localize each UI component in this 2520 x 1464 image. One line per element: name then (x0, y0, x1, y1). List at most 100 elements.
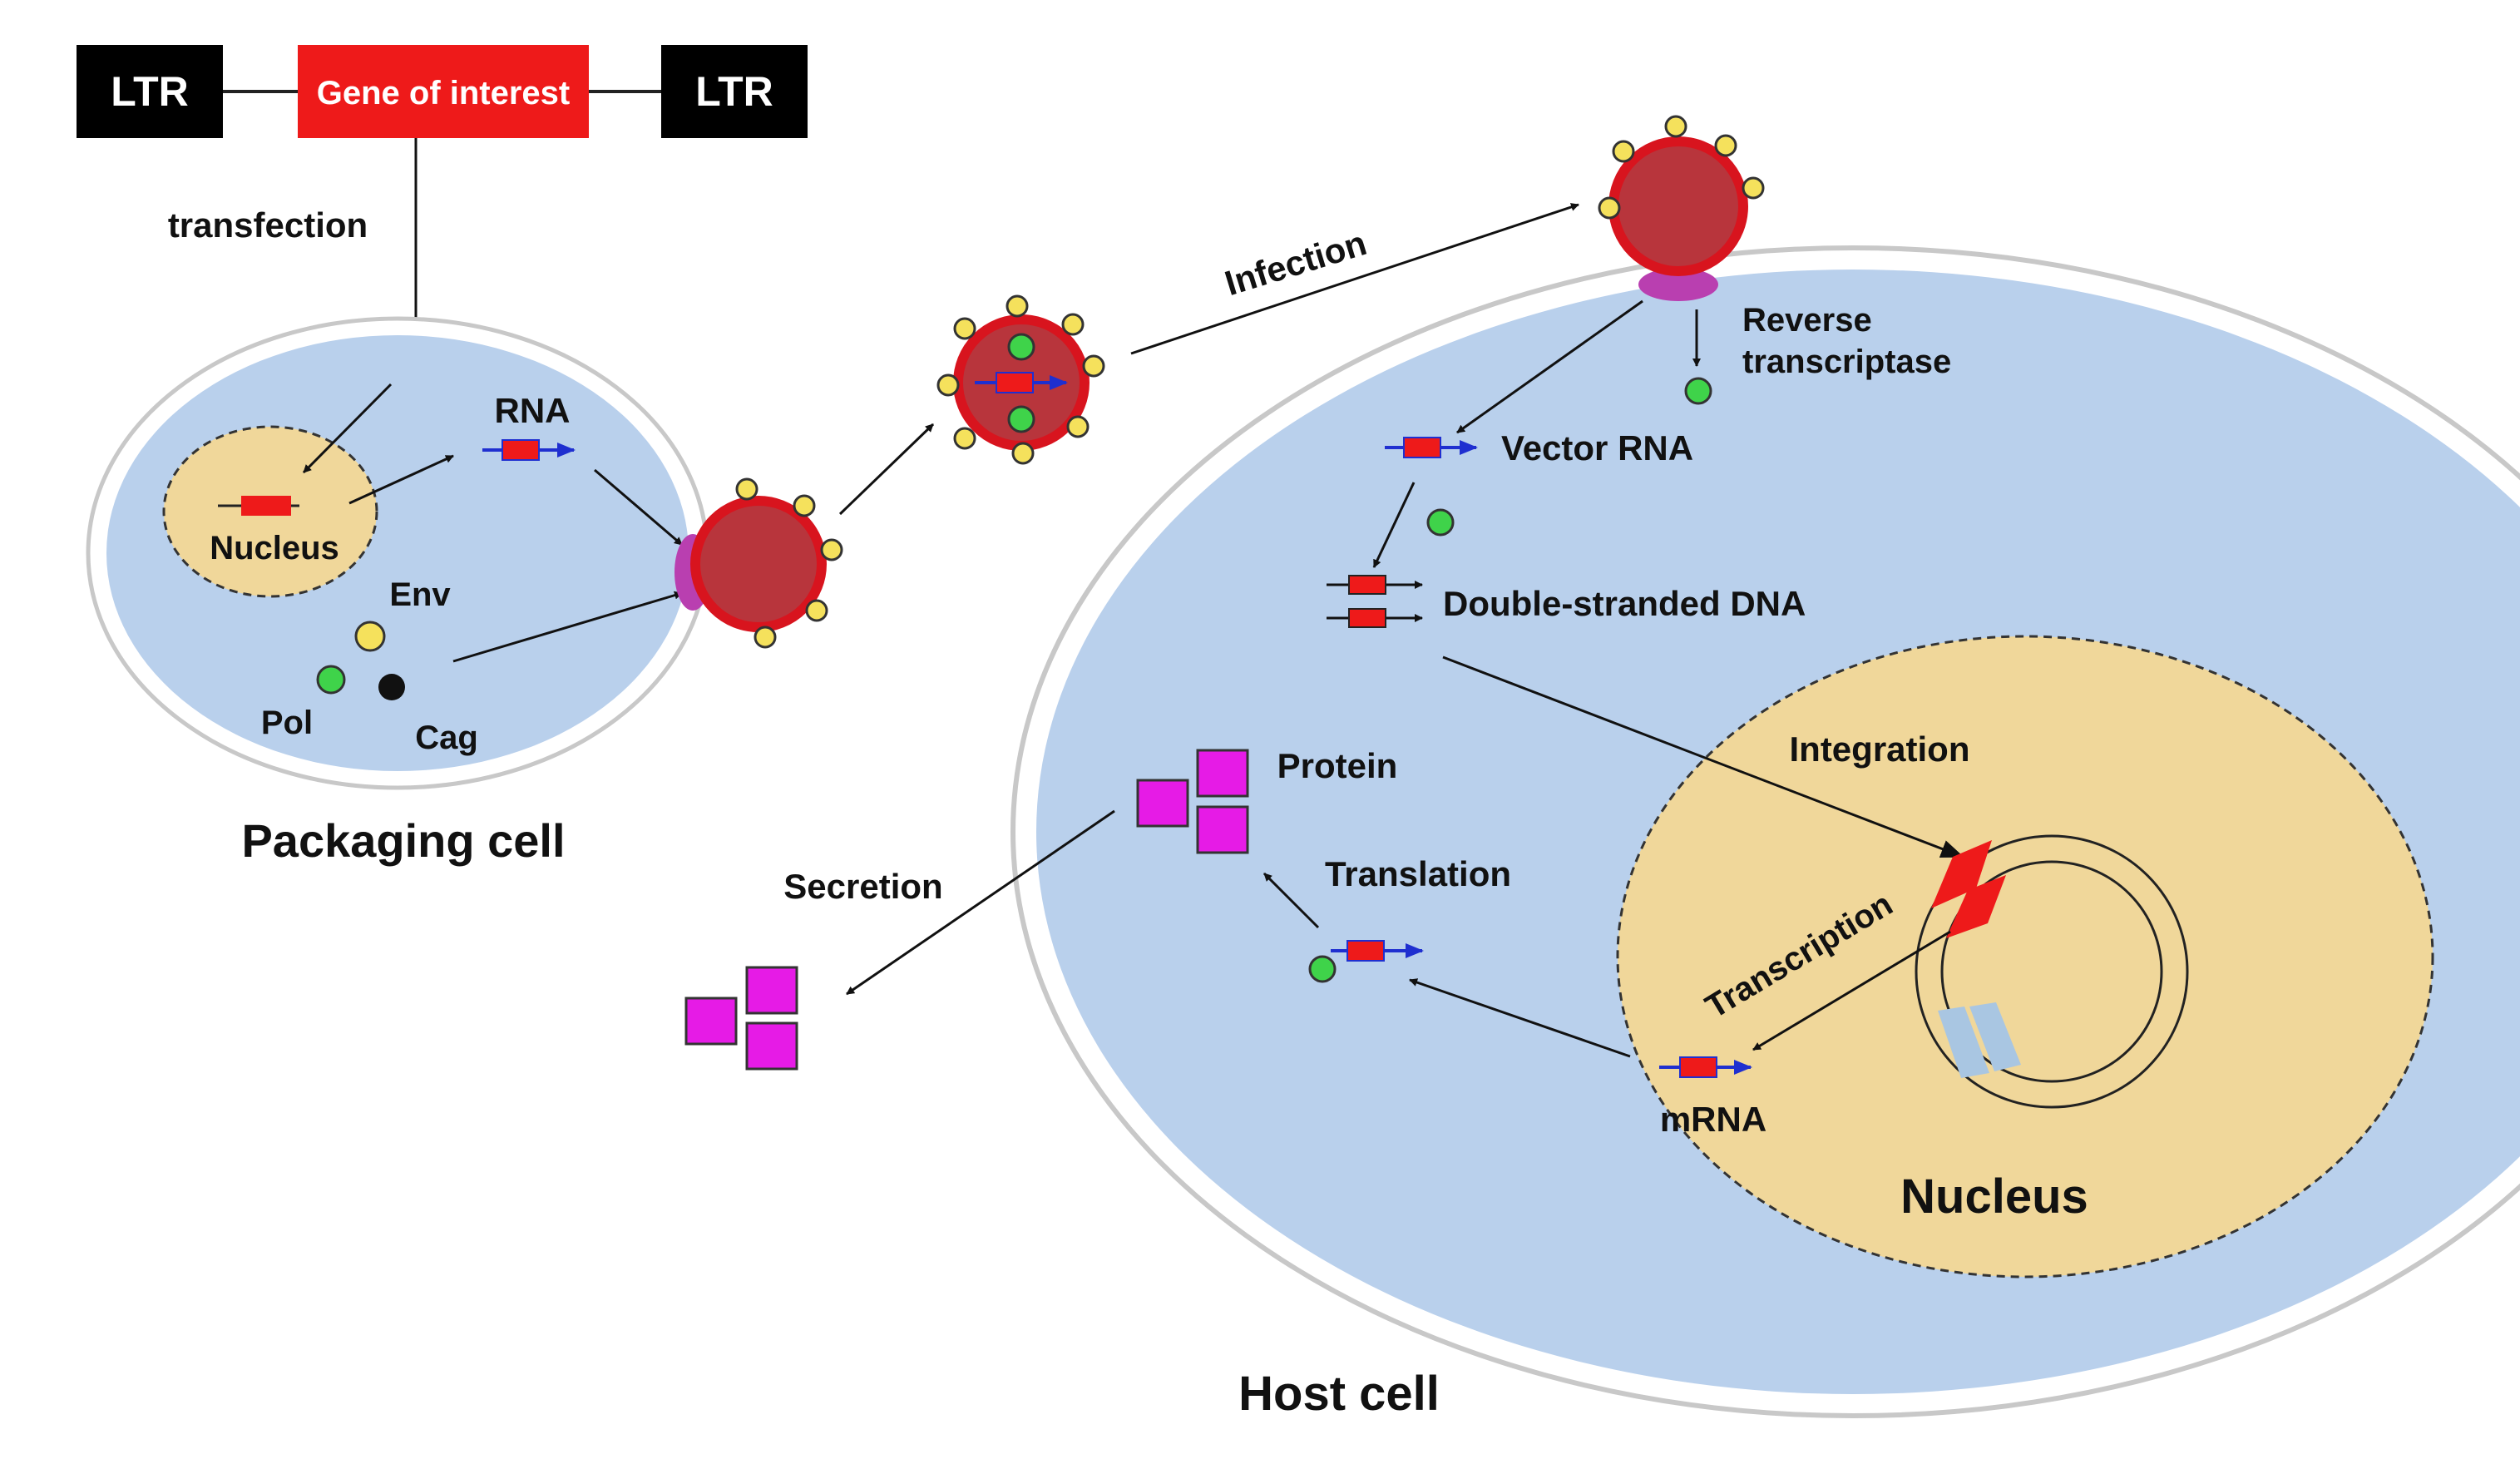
genome-segment-blue-2 (1969, 1002, 2021, 1071)
spike-icon (793, 494, 816, 517)
spike-icon (1598, 196, 1621, 220)
spike-icon (1011, 442, 1035, 465)
budding-virus (674, 477, 843, 649)
dsdna-glyph (1327, 575, 1423, 628)
ribosome-dot (1308, 955, 1337, 983)
gene-of-interest-box (298, 45, 589, 138)
host-protein-cluster (1136, 749, 1249, 854)
spike-icon (1664, 115, 1687, 138)
translation-mrna-segment (1346, 940, 1385, 962)
spike-icon (820, 538, 843, 561)
protein-square (745, 966, 798, 1015)
cag-protein (378, 674, 405, 700)
vector-rna-segment (1403, 437, 1441, 458)
mrna-label: mRNA (1660, 1100, 1766, 1139)
protein-square (684, 997, 738, 1046)
host-pol-dot (1426, 508, 1455, 537)
spike-icon (953, 427, 976, 450)
infection-label: Infection (1220, 223, 1371, 303)
spike-icon (1082, 354, 1105, 378)
genome-outer-ring (1915, 834, 2189, 1109)
free-virus-pol-bottom (1007, 405, 1035, 433)
spike-icon (1742, 176, 1765, 200)
pol-protein (316, 665, 346, 695)
spike-icon (1714, 134, 1737, 157)
entering-virus (1598, 115, 1765, 301)
transcription-arrow (1752, 930, 1951, 1051)
spike-icon (1061, 313, 1085, 336)
packaging-cell-title: Packaging cell (241, 814, 565, 867)
budding-virus-spikes (735, 477, 843, 649)
translation-arrow (1262, 872, 1320, 929)
dsdna-label: Double-stranded DNA (1443, 584, 1806, 623)
spike-icon (805, 599, 828, 622)
budding-virus-capsid (690, 496, 827, 632)
cag-label: Cag (415, 720, 478, 756)
packaging-rna-segment (502, 439, 540, 461)
secretion-arrow (846, 809, 1115, 996)
mrna-segment (1679, 1056, 1717, 1078)
env-protein (354, 621, 386, 652)
spike-icon (1066, 415, 1090, 438)
spike-icon (1006, 294, 1029, 318)
entering-virus-capsid (1608, 136, 1748, 276)
spike-icon (754, 626, 777, 649)
transfection-label: transfection (168, 205, 368, 245)
protein-square (1136, 779, 1189, 828)
transfection-to-nucleus-arrow (302, 383, 393, 474)
rna-to-budding-arrow (594, 468, 683, 547)
vector-construct: LTR Gene of interest LTR (77, 45, 808, 138)
protein-square (1196, 749, 1249, 798)
ltr-left-box (77, 45, 223, 138)
secreted-protein-cluster (684, 966, 798, 1071)
spike-icon (735, 477, 758, 501)
protein-square (1196, 805, 1249, 854)
free-virus-pol-top (1007, 333, 1035, 361)
ltr-left-label: LTR (111, 68, 188, 115)
packaging-nucleus-label: Nucleus (210, 530, 339, 566)
translation-label: Translation (1325, 854, 1511, 893)
infection-arrow (1130, 203, 1579, 355)
spike-icon (1612, 140, 1635, 163)
packaging-cell: Nucleus RNA Env Pol Cag (86, 316, 709, 790)
genome-segment-blue-1 (1938, 1006, 1989, 1078)
free-virus-spikes (936, 294, 1105, 465)
protein-square (745, 1021, 798, 1071)
budding-to-free-virus-arrow (838, 423, 935, 516)
vector-rna-label: Vector RNA (1501, 428, 1693, 467)
reverse-transcriptase-label-2: transcriptase (1742, 344, 1951, 380)
host-cell-title: Host cell (1238, 1367, 1440, 1421)
reverse-transcriptase-dot (1684, 377, 1712, 405)
proteins-to-budding-arrow (452, 591, 683, 663)
entry-to-vector-rna-arrow (1456, 299, 1643, 434)
integration-label: Integration (1790, 730, 1970, 769)
spike-icon (936, 373, 960, 397)
mrna-to-ribosome-arrow (1409, 978, 1631, 1058)
host-receptor (1638, 268, 1718, 301)
free-virus-rna-segment (996, 372, 1034, 393)
gene-of-interest-label: Gene of interest (317, 75, 571, 111)
ltr-right-box (661, 45, 808, 138)
reverse-transcriptase-label-1: Reverse (1742, 302, 1872, 339)
host-cell (1010, 245, 2520, 1418)
integrated-gene-segment-inner (1946, 875, 2006, 938)
env-label: Env (389, 576, 451, 613)
packaging-rna-label: RNA (495, 391, 571, 430)
host-genome (1915, 834, 2189, 1109)
pol-label: Pol (261, 705, 313, 741)
spike-icon (953, 317, 976, 340)
entering-virus-spikes (1598, 115, 1765, 220)
nucleus-to-rna-arrow (348, 454, 454, 505)
genome-inner-ring (1940, 860, 2163, 1083)
integrated-gene-segment-outer (1931, 840, 1992, 908)
host-nucleus (1616, 635, 2434, 1279)
protein-label: Protein (1277, 746, 1398, 785)
host-nucleus-label: Nucleus (1900, 1170, 2088, 1224)
free-virus (936, 294, 1105, 465)
ltr-right-label: LTR (695, 68, 773, 115)
secretion-label: Secretion (783, 867, 942, 906)
integration-arrow (1442, 655, 1964, 858)
vector-rna-to-dsdna-arrow (1372, 482, 1416, 568)
packaging-gene-segment (241, 496, 291, 516)
